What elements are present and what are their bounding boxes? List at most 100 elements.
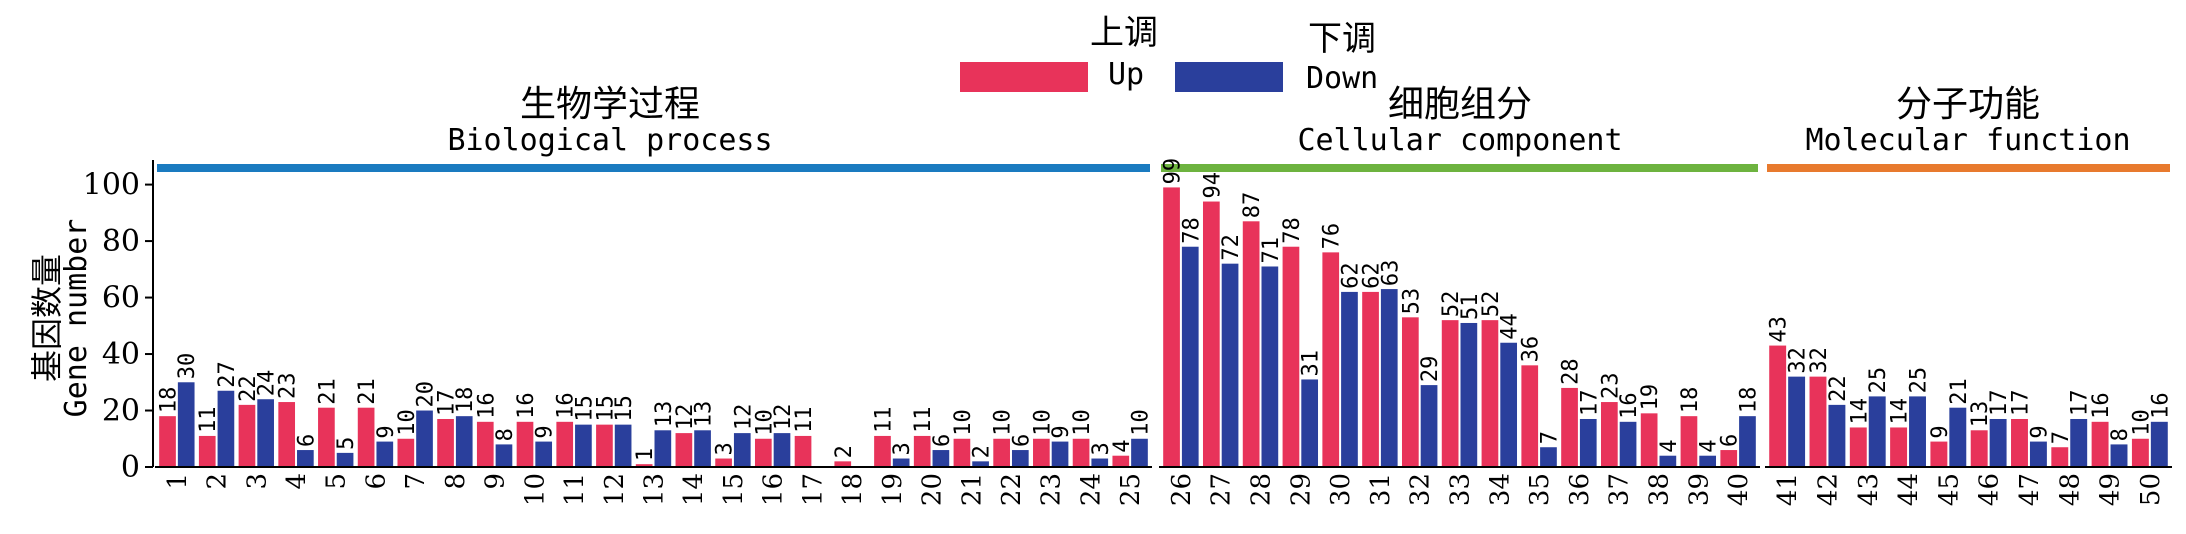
bar-up-5 (318, 407, 335, 467)
y-tick-label-0: 0 (121, 450, 140, 485)
data-label-down-33: 51 (1458, 293, 1483, 320)
x-tick-label-20: 20 (918, 473, 948, 506)
bar-down-30 (1341, 291, 1358, 467)
x-tick-label-33: 33 (1446, 473, 1476, 506)
bar-down-5 (336, 452, 354, 467)
bar-down-41 (1788, 376, 1806, 467)
data-label-up-32: 53 (1399, 288, 1424, 315)
data-label-down-47: 9 (2027, 425, 2052, 438)
x-tick-label-31: 31 (1366, 473, 1396, 506)
bar-up-16 (754, 438, 772, 467)
bar-down-6 (376, 441, 394, 467)
y-tick-label-60: 60 (102, 281, 140, 316)
data-label-down-7: 20 (414, 381, 439, 408)
legend-label-down-cn: 下调 (1308, 19, 1376, 59)
data-label-up-34: 52 (1479, 291, 1504, 318)
bar-down-15 (733, 433, 751, 467)
bar-up-21 (953, 438, 971, 467)
x-tick-label-4: 4 (282, 473, 312, 490)
bar-down-49 (2110, 444, 2128, 467)
bar-down-42 (1828, 404, 1846, 467)
bar-down-25 (1131, 438, 1148, 467)
bars (159, 187, 2168, 467)
x-tick-label-40: 40 (1724, 473, 1754, 506)
data-label-down-20: 6 (930, 434, 955, 447)
bar-down-29 (1301, 379, 1319, 467)
bar-down-27 (1221, 263, 1239, 467)
bar-down-32 (1420, 385, 1438, 467)
bar-down-36 (1579, 418, 1597, 467)
bar-up-19 (874, 435, 891, 467)
data-label-up-49: 16 (2089, 392, 2114, 419)
data-label-down-39: 4 (1697, 439, 1722, 452)
bar-down-8 (455, 416, 473, 467)
bar-down-43 (1868, 396, 1886, 467)
bar-down-46 (1989, 418, 2007, 467)
bar-up-12 (596, 424, 613, 467)
data-label-up-12: 15 (593, 395, 618, 422)
data-label-down-34: 44 (1498, 313, 1523, 340)
data-label-down-21: 2 (970, 445, 995, 458)
bar-down-1 (177, 382, 195, 467)
data-label-down-45: 21 (1947, 378, 1972, 405)
data-label-down-49: 8 (2108, 428, 2133, 441)
data-label-up-21: 10 (951, 409, 976, 436)
x-tick-label-39: 39 (1684, 473, 1714, 506)
x-tick-label-38: 38 (1645, 473, 1675, 506)
bar-down-44 (1909, 396, 1926, 467)
bar-up-38 (1640, 413, 1658, 467)
data-label-up-11: 16 (554, 392, 579, 419)
bar-down-37 (1619, 421, 1637, 467)
x-tick-label-25: 25 (1116, 473, 1146, 506)
data-label-up-3: 22 (236, 375, 261, 402)
x-tick-label-17: 17 (798, 473, 828, 506)
bar-up-26 (1163, 187, 1180, 467)
data-label-down-19: 3 (890, 442, 915, 455)
data-label-up-29: 78 (1280, 217, 1305, 244)
bar-up-47 (2011, 418, 2028, 467)
legend-label-down-en: Down (1306, 61, 1378, 96)
bar-down-47 (2029, 441, 2047, 467)
x-axis: 1 2 3 4 5 6 7 8 9 10 11 12 13 14 15 16 17 18 19 20 21 22 23 24 2… (155, 466, 2172, 506)
data-label-down-41: 32 (1786, 347, 1811, 374)
x-tick-label-29: 29 (1286, 473, 1316, 506)
x-tick-label-50: 50 (2136, 473, 2166, 506)
x-tick-label-2: 2 (203, 473, 233, 490)
data-label-up-13: 1 (633, 448, 658, 461)
bar-down-10 (535, 441, 553, 467)
data-label-up-50: 10 (2129, 409, 2154, 436)
data-label-down-42: 22 (1826, 375, 1851, 402)
data-label-up-8: 17 (435, 389, 460, 416)
bar-up-6 (357, 407, 375, 467)
x-tick-label-44: 44 (1894, 473, 1924, 506)
bar-up-45 (1930, 441, 1948, 467)
group-bar-biological-process (157, 164, 1150, 172)
x-tick-label-5: 5 (322, 473, 352, 490)
data-label-down-29: 31 (1299, 350, 1324, 377)
group-title-cn: 分子功能 (1896, 84, 2040, 125)
legend-swatch-down (1175, 62, 1283, 92)
x-tick-label-15: 15 (719, 473, 749, 506)
data-label-down-15: 12 (731, 404, 756, 431)
bar-down-33 (1460, 322, 1478, 467)
bar-up-18 (834, 461, 852, 467)
x-tick-label-48: 48 (2055, 473, 2085, 506)
bar-up-17 (794, 435, 812, 467)
data-label-up-18: 2 (832, 445, 857, 458)
x-tick-label-21: 21 (957, 473, 987, 506)
bar-down-35 (1540, 447, 1557, 467)
legend-swatch-up (960, 62, 1088, 92)
bar-up-29 (1282, 246, 1300, 467)
data-label-up-31: 62 (1360, 262, 1385, 289)
x-tick-label-1: 1 (163, 473, 193, 490)
data-label-up-42: 32 (1807, 347, 1832, 374)
data-label-down-11: 15 (572, 395, 597, 422)
y-axis-label-en: Gene number (59, 219, 94, 418)
group-title-en: Biological process (447, 123, 772, 158)
data-label-up-4: 23 (276, 373, 301, 400)
data-label-down-30: 62 (1338, 262, 1363, 289)
x-tick-label-10: 10 (520, 473, 550, 506)
